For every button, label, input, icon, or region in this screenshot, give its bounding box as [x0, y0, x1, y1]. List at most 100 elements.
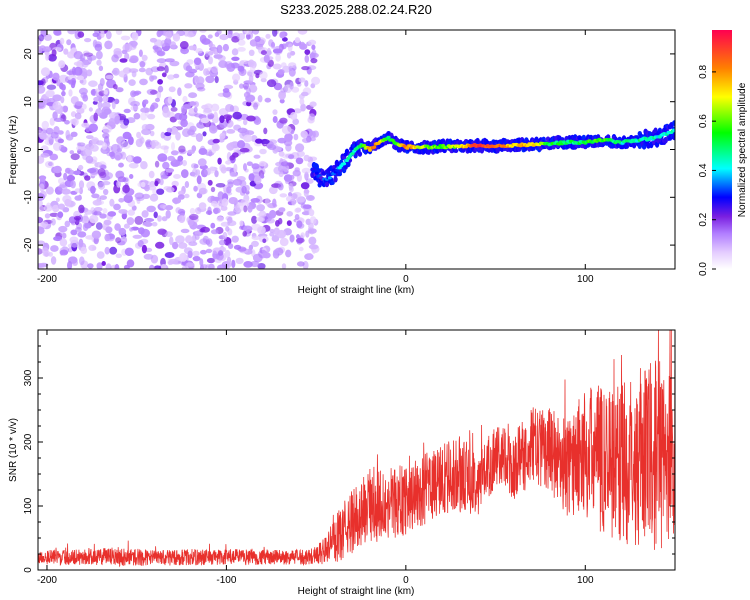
x-tick-label: 0	[403, 575, 409, 586]
noise-blob	[79, 256, 85, 266]
noise-blob	[191, 163, 198, 169]
noise-blob	[118, 119, 125, 124]
noise-blob	[309, 101, 317, 107]
signal-halo	[330, 180, 335, 185]
x-tick-label: 100	[577, 274, 594, 285]
noise-blob	[52, 204, 60, 213]
noise-blob	[231, 259, 236, 269]
noise-blob	[257, 263, 266, 269]
noise-blob	[200, 226, 210, 233]
signal-halo	[337, 171, 342, 177]
snr-panel: -200 -100 0 100 0 100 200 300 Height of straig…	[8, 329, 676, 597]
noise-blob	[144, 221, 153, 227]
noise-blob	[61, 90, 66, 97]
noise-blob	[157, 228, 167, 235]
noise-blob	[206, 238, 213, 247]
noise-blob	[284, 133, 293, 142]
noise-blob	[99, 213, 107, 219]
noise-blob	[58, 74, 69, 83]
noise-blob	[157, 85, 164, 93]
signal-point	[327, 176, 332, 180]
noise-blob	[280, 161, 290, 167]
noise-blob	[141, 210, 149, 218]
noise-blob	[165, 210, 171, 219]
noise-blob	[188, 45, 197, 51]
noise-blob	[184, 181, 190, 188]
noise-blob	[214, 76, 219, 84]
noise-blob	[210, 222, 216, 229]
noise-blob	[310, 58, 318, 64]
colorbar-title: Normalized spectral amplitude	[737, 82, 748, 217]
noise-blob	[97, 181, 106, 190]
signal-halo	[324, 181, 330, 188]
spectrogram-x-ticks: -200 -100 0 100	[37, 30, 594, 285]
colorbar-ticks: 0.0 0.2 0.4 0.6 0.8	[698, 64, 716, 276]
noise-blob	[253, 154, 261, 159]
noise-blob	[157, 215, 162, 222]
noise-blob	[243, 119, 248, 126]
noise-blob	[156, 188, 165, 195]
noise-blob	[143, 99, 149, 105]
y-tick-label: 100	[23, 497, 34, 514]
noise-blob	[78, 238, 84, 248]
noise-blob	[310, 130, 316, 139]
noise-blob	[179, 252, 188, 262]
noise-blob	[144, 218, 155, 222]
noise-blob	[82, 222, 89, 232]
noise-blob	[229, 171, 238, 178]
noise-blob	[70, 153, 80, 161]
noise-blob	[267, 144, 277, 151]
noise-blob	[307, 253, 313, 260]
noise-blob	[123, 194, 133, 204]
colorbar-tick-label: 0.6	[698, 114, 709, 128]
noise-blob	[132, 40, 137, 49]
noise-blob	[218, 250, 224, 256]
noise-blob	[101, 261, 106, 266]
noise-blob	[250, 198, 261, 203]
noise-blob	[229, 155, 235, 161]
noise-blob	[292, 169, 301, 177]
noise-blob	[296, 196, 306, 203]
noise-blob	[182, 95, 188, 103]
noise-blob	[272, 30, 278, 37]
noise-blob	[118, 162, 124, 168]
noise-blob	[219, 34, 229, 41]
noise-blob	[53, 142, 62, 151]
noise-blob	[107, 211, 117, 217]
noise-blob	[287, 43, 293, 52]
noise-blob	[167, 96, 173, 104]
noise-blob	[188, 92, 198, 99]
noise-blob	[128, 68, 139, 73]
noise-blob	[138, 49, 143, 57]
noise-blob	[90, 144, 99, 152]
noise-blob	[119, 58, 128, 63]
noise-blob	[38, 263, 45, 268]
noise-blob	[68, 89, 73, 97]
noise-blob	[212, 196, 220, 202]
colorbar-tick-label: 0.4	[698, 163, 709, 177]
noise-blob	[124, 52, 130, 61]
noise-blob	[74, 188, 81, 193]
noise-blob	[294, 37, 301, 44]
noise-blob	[84, 175, 91, 181]
noise-blob	[308, 236, 317, 245]
noise-blob	[185, 261, 195, 269]
noise-blob	[73, 215, 82, 221]
noise-blob	[87, 168, 97, 174]
noise-blob	[141, 244, 147, 254]
noise-blob	[248, 59, 255, 68]
noise-blob	[157, 153, 168, 162]
noise-blob	[266, 218, 275, 224]
noise-blob	[165, 168, 175, 173]
noise-blob	[88, 80, 98, 87]
snr-x-axis-title: Height of straight line (km)	[298, 586, 415, 597]
noise-blob	[272, 109, 278, 115]
noise-blob	[299, 43, 308, 50]
x-tick-label: 0	[403, 274, 409, 285]
noise-blob	[150, 139, 159, 147]
noise-blob	[207, 206, 212, 216]
noise-blob	[205, 51, 210, 58]
signal-point	[312, 169, 316, 173]
noise-blob	[268, 186, 278, 195]
noise-blob	[59, 238, 68, 247]
